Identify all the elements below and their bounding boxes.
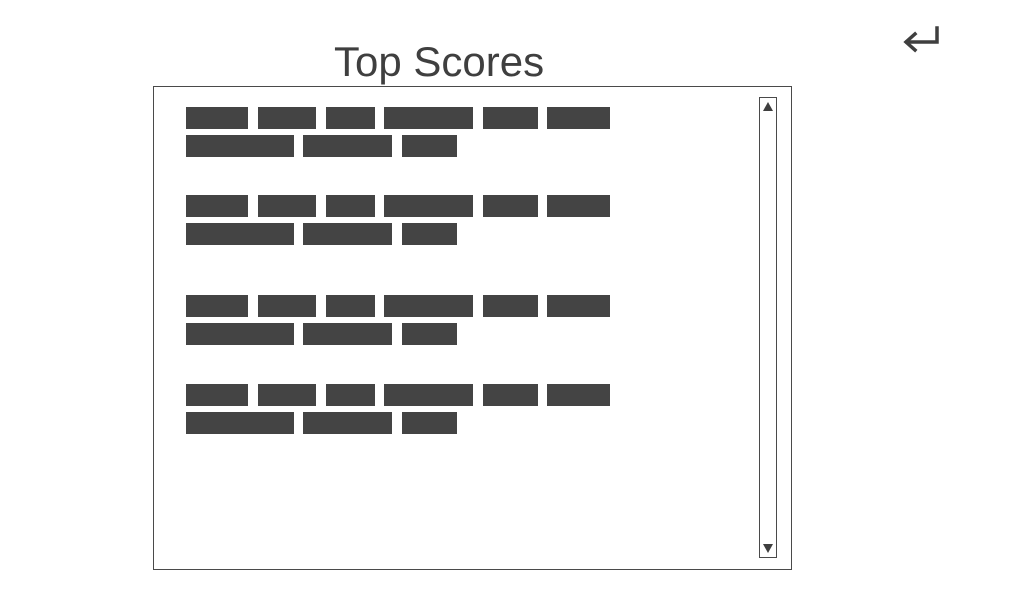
redacted-text-block: [186, 135, 294, 157]
redacted-text-block: [326, 295, 375, 317]
redacted-text-block: [402, 412, 457, 434]
redacted-text-block: [402, 135, 457, 157]
redacted-text-block: [483, 195, 538, 217]
redacted-text-block: [547, 384, 610, 406]
redacted-text-block: [547, 195, 610, 217]
redacted-text-block: [303, 323, 392, 345]
redacted-text-block: [186, 195, 248, 217]
score-entry: [186, 384, 746, 434]
redacted-text-block: [258, 384, 316, 406]
redacted-text-block: [402, 223, 457, 245]
vertical-scrollbar[interactable]: [759, 97, 777, 558]
redacted-text-block: [402, 323, 457, 345]
redacted-text-block: [326, 195, 375, 217]
redacted-text-block: [186, 107, 248, 129]
redacted-text-block: [384, 295, 473, 317]
score-entry: [186, 107, 746, 157]
score-entry: [186, 295, 746, 345]
redacted-text-block: [547, 107, 610, 129]
redacted-text-block: [384, 384, 473, 406]
redacted-text-block: [326, 384, 375, 406]
redacted-text-block: [483, 295, 538, 317]
redacted-text-block: [483, 107, 538, 129]
redacted-text-block: [186, 295, 248, 317]
redacted-text-block: [258, 195, 316, 217]
redacted-text-block: [186, 412, 294, 434]
scroll-down-button[interactable]: [760, 540, 776, 556]
redacted-text-block: [326, 107, 375, 129]
redacted-text-block: [547, 295, 610, 317]
redacted-text-block: [186, 323, 294, 345]
redacted-text-block: [186, 223, 294, 245]
score-entry: [186, 195, 746, 245]
redacted-text-block: [303, 412, 392, 434]
back-button[interactable]: [897, 20, 945, 60]
redacted-text-block: [303, 223, 392, 245]
scores-panel: [153, 86, 792, 570]
triangle-up-icon: [763, 102, 773, 111]
redacted-text-block: [303, 135, 392, 157]
redacted-text-block: [186, 384, 248, 406]
return-arrow-icon: [903, 26, 939, 53]
page-title: Top Scores: [334, 38, 545, 85]
scroll-up-button[interactable]: [760, 99, 776, 115]
redacted-text-block: [384, 107, 473, 129]
redacted-text-block: [258, 295, 316, 317]
redacted-text-block: [258, 107, 316, 129]
redacted-text-block: [483, 384, 538, 406]
redacted-text-block: [384, 195, 473, 217]
triangle-down-icon: [763, 544, 773, 553]
